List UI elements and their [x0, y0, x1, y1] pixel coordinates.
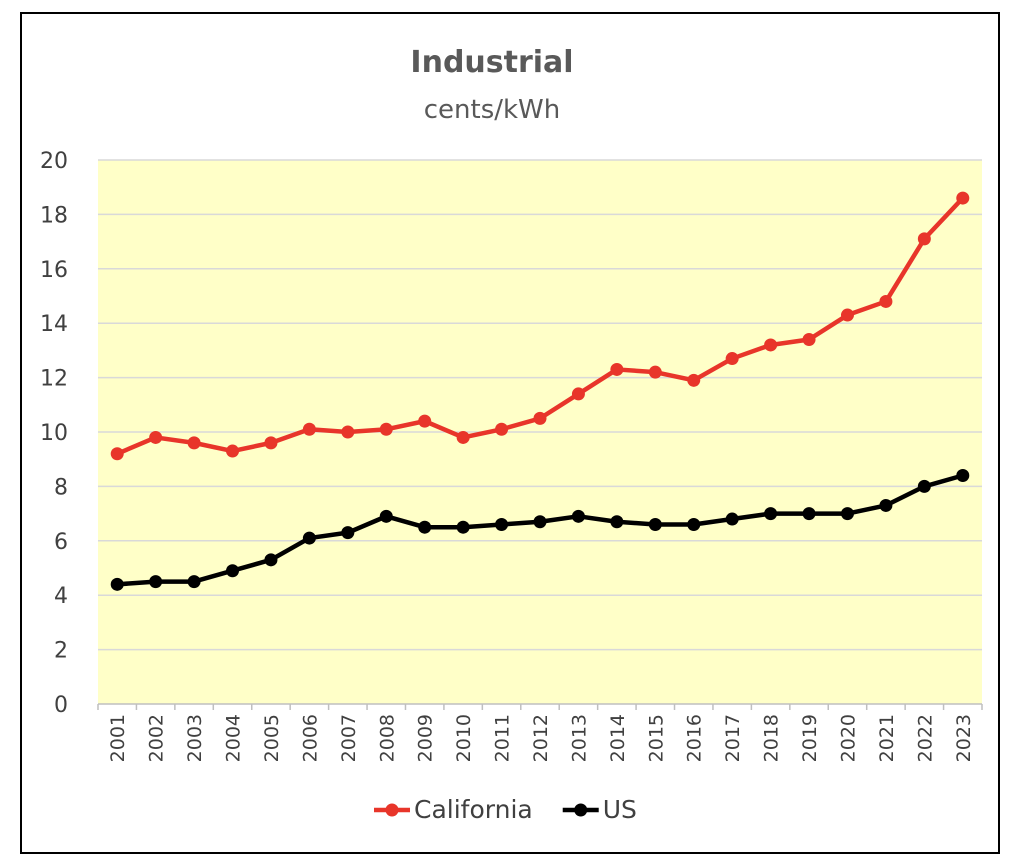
gridlines: [98, 159, 982, 705]
data-point-california: [648, 365, 662, 379]
y-tick-label: 6: [54, 530, 68, 555]
data-point-california: [802, 333, 816, 347]
series-us: [110, 469, 970, 591]
legend: California US: [374, 795, 637, 824]
data-point-us: [571, 509, 585, 523]
legend-swatch-marker: [385, 803, 399, 817]
data-point-us: [149, 575, 163, 589]
y-tick-label: 8: [54, 475, 68, 500]
data-point-california: [879, 294, 893, 308]
x-tick-label: 2013: [568, 714, 590, 762]
data-point-california: [956, 191, 970, 205]
data-point-us: [495, 517, 509, 531]
x-tick-label: 2002: [146, 714, 168, 762]
data-point-california: [725, 352, 739, 366]
data-point-california: [226, 444, 240, 458]
data-point-us: [187, 575, 201, 589]
line-chart: Industrial cents/kWh 0 2 4 6 8 10 12 14 16 18 20 2…: [40, 45, 983, 824]
data-point-us: [264, 553, 278, 567]
y-tick-label: 4: [54, 584, 68, 609]
y-tick-label: 18: [40, 203, 68, 228]
chart-subtitle: cents/kWh: [424, 95, 561, 125]
data-point-us: [956, 469, 970, 483]
y-tick-label: 16: [40, 258, 68, 283]
x-tick-label: 2004: [223, 714, 245, 762]
series-layer: [110, 191, 970, 591]
data-point-us: [879, 498, 893, 512]
data-point-california: [302, 422, 316, 436]
data-point-california: [533, 411, 547, 425]
x-tick-label: 2005: [261, 714, 283, 762]
legend-item-us: US: [562, 795, 637, 824]
data-point-california: [764, 338, 778, 352]
legend-label: California: [414, 795, 533, 824]
data-point-us: [418, 520, 432, 534]
data-point-california: [187, 436, 201, 450]
data-point-california: [379, 422, 393, 436]
data-point-california: [149, 430, 163, 444]
y-tick-label: 2: [54, 639, 68, 664]
data-point-us: [802, 507, 816, 521]
x-tick-label: 2003: [184, 714, 206, 762]
data-point-california: [495, 422, 509, 436]
x-tick-label: 2006: [299, 714, 321, 762]
x-tick-label: 2020: [837, 714, 859, 762]
legend-label: US: [603, 795, 637, 824]
data-point-california: [687, 373, 701, 387]
data-point-california: [840, 308, 854, 322]
data-point-us: [341, 526, 355, 540]
legend-swatch-marker: [574, 803, 588, 817]
x-tick-label: 2022: [914, 714, 936, 762]
x-tick-label: 2021: [876, 714, 898, 762]
x-tick-label: 2012: [530, 714, 552, 762]
data-point-us: [379, 509, 393, 523]
y-tick-label: 12: [40, 367, 68, 392]
data-point-us: [610, 515, 624, 529]
y-tick-label: 0: [54, 693, 68, 718]
x-tick-label: 2015: [645, 714, 667, 762]
data-point-us: [302, 531, 316, 545]
x-tick-label: 2010: [453, 714, 475, 762]
series-california: [110, 191, 970, 461]
data-point-us: [917, 479, 931, 493]
data-point-us: [456, 520, 470, 534]
y-tick-label: 20: [40, 149, 68, 174]
data-point-california: [456, 430, 470, 444]
x-tick-label: 2011: [492, 714, 514, 762]
data-point-california: [264, 436, 278, 450]
x-tick-label: 2016: [684, 714, 706, 762]
data-point-california: [110, 447, 124, 461]
data-point-us: [840, 507, 854, 521]
data-point-california: [341, 425, 355, 439]
x-tick-label: 2014: [607, 714, 629, 762]
data-point-us: [533, 515, 547, 529]
x-tick-label: 2017: [722, 714, 744, 762]
x-tick-label: 2007: [338, 714, 360, 762]
x-tick-label: 2019: [799, 714, 821, 762]
data-point-us: [687, 517, 701, 531]
chart-frame: Industrial cents/kWh 0 2 4 6 8 10 12 14 16 18 20 2…: [20, 12, 1000, 854]
legend-item-california: California: [374, 795, 533, 824]
data-point-california: [917, 232, 931, 246]
data-point-us: [764, 507, 778, 521]
data-point-us: [725, 512, 739, 526]
data-point-us: [110, 577, 124, 591]
x-tick-label: 2023: [953, 714, 975, 762]
x-tick-label: 2009: [415, 714, 437, 762]
data-point-california: [571, 387, 585, 401]
y-axis-ticks: 0 2 4 6 8 10 12 14 16 18 20: [40, 149, 68, 718]
y-tick-label: 10: [40, 421, 68, 446]
data-point-us: [226, 564, 240, 578]
chart-title: Industrial: [410, 45, 573, 80]
data-point-california: [418, 414, 432, 428]
x-tick-label: 2008: [376, 714, 398, 762]
x-tick-label: 2018: [761, 714, 783, 762]
x-axis-ticks: 2001 2002 2003 2004 2005 2006 2007 2008 2009 2010…: [97, 704, 983, 762]
y-tick-label: 14: [40, 312, 68, 337]
data-point-us: [648, 517, 662, 531]
data-point-california: [610, 362, 624, 376]
x-tick-label: 2001: [107, 714, 129, 762]
